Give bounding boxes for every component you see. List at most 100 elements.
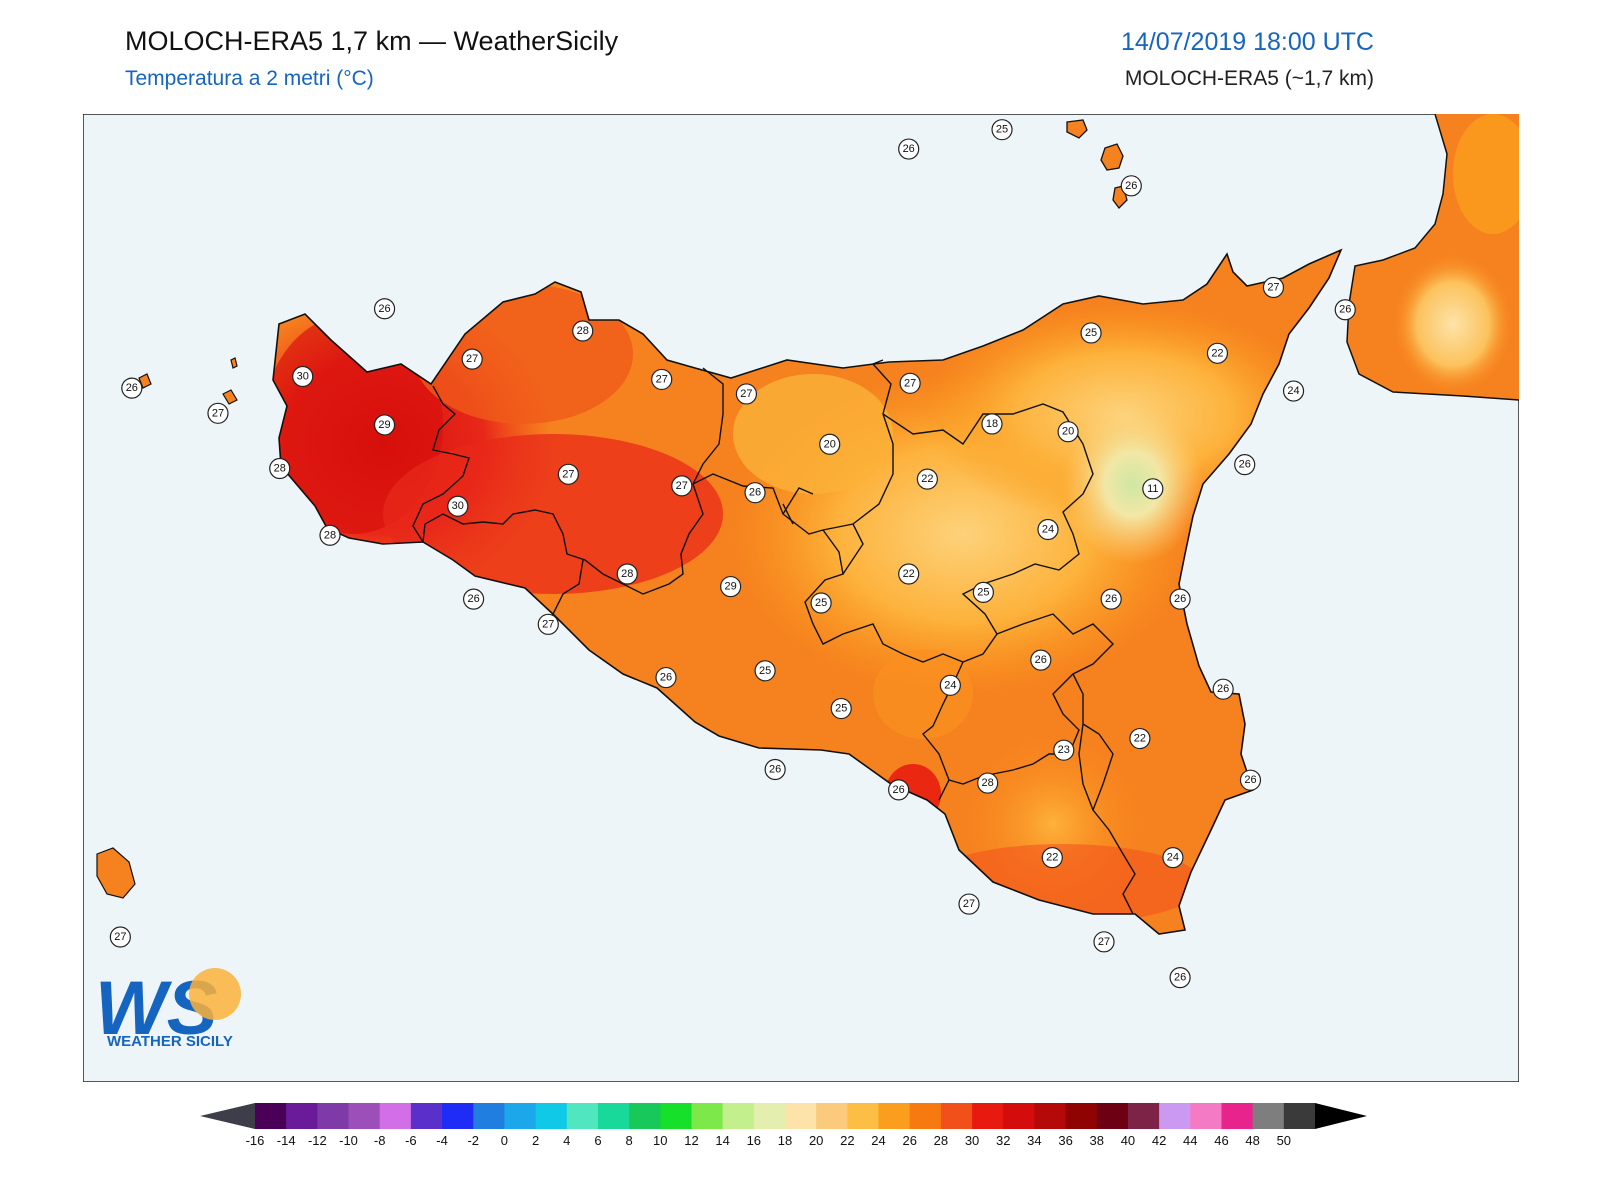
temp-label-l25: 26: [744, 482, 766, 504]
temp-label-value: 30: [452, 500, 464, 512]
colorbar-segment: [722, 1103, 755, 1129]
temp-label-l45: 26: [1212, 678, 1234, 700]
colorbar-segment: [1283, 1103, 1316, 1129]
temp-label-value: 24: [1042, 523, 1054, 535]
temp-label-l24: 27: [671, 475, 693, 497]
temp-label-value: 25: [996, 124, 1008, 136]
temp-label-l09: 27: [207, 402, 229, 424]
temp-label-l26: 22: [916, 468, 938, 490]
colorbar-segment: [504, 1103, 537, 1129]
colorbar-segment: [379, 1103, 412, 1129]
temp-label-value: 22: [1211, 347, 1223, 359]
colorbar-segment: [410, 1103, 443, 1129]
colorbar-tick-label: 30: [965, 1133, 979, 1148]
colorbar-over-arrow: [1315, 1103, 1367, 1129]
temp-label-value: 27: [963, 898, 975, 910]
colorbar-tick-label: 40: [1121, 1133, 1135, 1148]
temp-label-l13: 27: [1262, 276, 1285, 299]
temp-label-value: 26: [378, 303, 390, 315]
temp-label-value: 23: [1058, 744, 1070, 756]
temp-label-value: 26: [1125, 180, 1137, 192]
colorbar-segment: [1159, 1103, 1191, 1129]
colorbar-tick-label: 32: [996, 1133, 1010, 1148]
temp-label-value: 27: [466, 353, 478, 365]
map-title: MOLOCH-ERA5 1,7 km — WeatherSicily: [125, 26, 619, 56]
temp-label-l04: 26: [373, 298, 396, 320]
temp-label-value: 26: [893, 784, 905, 796]
temp-label-l29: 30: [447, 495, 469, 517]
colorbar-segment: [1190, 1103, 1222, 1129]
colorbar-tick-label: 14: [715, 1133, 729, 1148]
colorbar-segment: [878, 1103, 911, 1129]
colorbar-segment: [286, 1103, 318, 1129]
colorbar-segment: [348, 1103, 381, 1129]
temp-label-value: 26: [1174, 972, 1186, 984]
colorbar-tick-label: 22: [840, 1133, 854, 1148]
colorbar-tick-label: 46: [1214, 1133, 1228, 1148]
temp-label-l01: 26: [898, 138, 920, 160]
temp-label-value: 28: [982, 777, 994, 789]
colorbar-tick-label: 18: [778, 1133, 792, 1148]
colorbar-segment: [473, 1103, 505, 1129]
colorbar-tick-label: 20: [809, 1133, 823, 1148]
temp-label-l58: 26: [1169, 967, 1191, 989]
temp-label-l21: 20: [819, 433, 841, 455]
colorbar-segment: [1065, 1103, 1098, 1129]
colorbar-tick-label: 28: [934, 1133, 948, 1148]
colorbar-tick-label: 6: [594, 1133, 601, 1148]
colorbar-segment: [1221, 1103, 1254, 1129]
colorbar-tick-label: 24: [871, 1133, 885, 1148]
temp-label-value: 27: [676, 480, 688, 492]
temp-label-value: 18: [986, 418, 998, 430]
temp-label-l07: 30: [292, 365, 314, 388]
temp-label-value: 26: [903, 143, 915, 155]
colorbar-segment: [597, 1103, 630, 1129]
colorbar-segment: [691, 1103, 724, 1129]
temp-label-value: 25: [977, 586, 989, 598]
colorbar-tick-label: 10: [653, 1133, 667, 1148]
temp-label-value: 27: [656, 373, 668, 385]
temp-label-value: 20: [824, 438, 836, 450]
colorbar-tick-label: 0: [501, 1133, 508, 1148]
colorbar-tick-label: -12: [308, 1133, 327, 1148]
colorbar-segment: [909, 1103, 942, 1129]
temp-label-value: 22: [903, 568, 915, 580]
colorbar-segment: [940, 1103, 973, 1129]
temp-label-value: 26: [1174, 593, 1186, 605]
temp-label-value: 26: [126, 382, 138, 394]
temp-label-l08: 26: [121, 377, 143, 399]
temp-label-l31: 24: [1037, 518, 1059, 541]
temp-label-l56: 27: [109, 926, 131, 948]
temp-label-l55: 27: [958, 893, 980, 915]
temp-label-l43: 26: [655, 666, 677, 689]
colorbar-segment: [1096, 1103, 1129, 1129]
temp-label-l48: 23: [1053, 739, 1075, 761]
temp-label-value: 26: [749, 487, 761, 499]
temp-label-value: 22: [921, 473, 933, 485]
forecast-datetime: 14/07/2019 18:00 UTC: [1121, 28, 1374, 56]
ustica-island: [96, 847, 136, 899]
colorbar-segment: [785, 1103, 817, 1129]
temp-label-value: 30: [297, 371, 309, 383]
colorbar-tick-label: 12: [684, 1133, 698, 1148]
colorbar-segment: [660, 1103, 692, 1129]
temp-label-value: 28: [274, 462, 286, 474]
colorbar-tick-label: 38: [1090, 1133, 1104, 1148]
colorbar-tick-label: 36: [1058, 1133, 1072, 1148]
temp-label-l49: 26: [764, 758, 786, 781]
temp-label-value: 25: [815, 597, 827, 609]
temp-label-value: 24: [1167, 852, 1179, 864]
colorbar-tick-label: 16: [747, 1133, 761, 1148]
temperature-map[interactable]: 26 25 26 26 28 27 30 26 27 27 27 27 27 26 25 22 24 29 18 20…: [83, 114, 1519, 1082]
temp-label-value: 29: [725, 581, 737, 593]
temp-label-value: 28: [621, 568, 633, 580]
temp-label-l17: 24: [1282, 380, 1305, 402]
temp-label-l18: 29: [373, 414, 396, 436]
temp-label-l15: 25: [1080, 322, 1102, 344]
colorbar: -16 -14 -12 -10 -8 -6 -4 -2 0 2 4 6 8 10 12 14 16 18 20 22 2…: [200, 1103, 1367, 1148]
temp-label-value: 22: [1134, 733, 1146, 745]
temp-label-value: 27: [114, 931, 126, 943]
colorbar-tick-label: -16: [246, 1133, 265, 1148]
temp-label-value: 22: [1046, 852, 1058, 864]
colorbar-tick-label: 34: [1027, 1133, 1041, 1148]
